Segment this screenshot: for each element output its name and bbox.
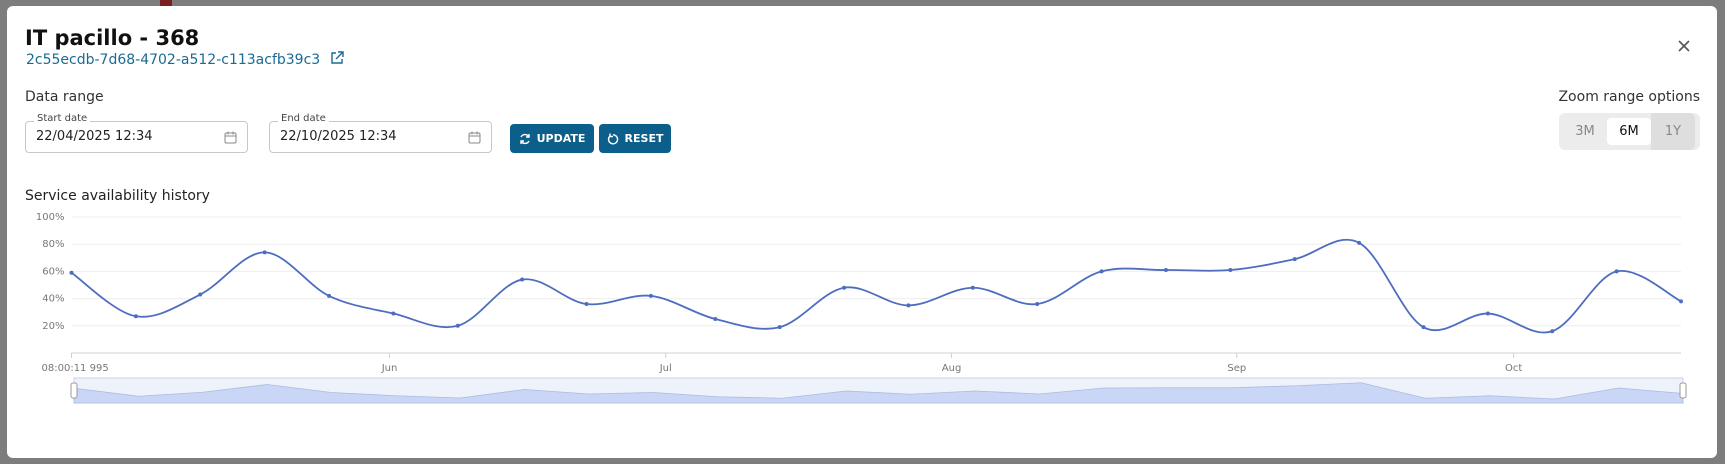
data-point [970, 285, 975, 290]
zoom-mini-area [73, 382, 1684, 404]
data-point [777, 325, 782, 330]
zoom-option[interactable]: 6M [1607, 118, 1651, 145]
series-line [70, 238, 1682, 334]
data-point [1292, 257, 1297, 262]
data-point [842, 285, 847, 290]
reset-icon[interactable] [607, 133, 619, 145]
backdrop-row [160, 0, 172, 6]
data-point [69, 270, 74, 275]
chart: 20% 40% 60% 80% 100% 08:00:11 995 Jun Jul Aug Sep… [36, 212, 1687, 404]
x-tick-label: Aug [942, 363, 962, 374]
chart-title: Service availability history [25, 188, 210, 204]
x-tick-label: Jul [659, 363, 672, 374]
y-tick-label: 80% [42, 239, 64, 250]
data-point [391, 311, 396, 316]
data-point [1485, 311, 1490, 316]
end-date-label: End date [278, 113, 329, 124]
calendar-icon[interactable] [468, 131, 481, 144]
x-tick-label: Jun [381, 363, 398, 374]
data-point [455, 323, 460, 328]
data-point [648, 293, 653, 298]
update-text[interactable]: UPDATE [536, 132, 586, 145]
x-tick-label: Sep [1227, 363, 1246, 374]
y-tick-label: 20% [42, 321, 64, 332]
modal-title: IT pacillo - 368 [25, 26, 200, 50]
zoom-options: 3M 6M 1Y [1559, 113, 1700, 150]
reset-button[interactable]: RESET [599, 124, 671, 153]
update-button[interactable]: UPDATE [510, 124, 594, 153]
zoom-option[interactable]: 3M [1575, 124, 1595, 139]
data-point [1614, 269, 1619, 274]
data-point [584, 302, 589, 307]
zoom-handle[interactable] [70, 382, 78, 399]
data-point [1035, 302, 1040, 307]
zoom-option[interactable]: 1Y [1651, 113, 1695, 150]
close-button[interactable] [1677, 39, 1691, 53]
data-point [327, 293, 332, 298]
end-date-field[interactable]: End date 22/10/2025 12:34 [269, 113, 492, 153]
data-point [713, 317, 718, 321]
start-date-field[interactable]: Start date 22/04/2025 12:34 [25, 113, 248, 153]
external-link-icon[interactable] [330, 51, 344, 65]
start-date-label: Start date [34, 113, 91, 124]
zoom-handle[interactable] [1679, 382, 1687, 399]
update-icon[interactable] [519, 133, 531, 145]
x-tick-label: 08:00:11 995 [42, 363, 109, 374]
end-date-value[interactable]: 22/10/2025 12:34 [280, 129, 397, 144]
data-range-label: Data range [25, 89, 104, 105]
calendar-icon[interactable] [224, 131, 237, 144]
data-point [1099, 269, 1104, 274]
data-point [1421, 325, 1426, 330]
data-point [520, 277, 525, 282]
data-point [1357, 240, 1362, 245]
start-date-value[interactable]: 22/04/2025 12:34 [36, 129, 153, 144]
data-point [198, 292, 203, 297]
resource-id[interactable]: 2c55ecdb-7d68-4702-a512-c113acfb39c3 [26, 51, 344, 68]
data-point [906, 303, 911, 308]
y-tick-label: 100% [36, 212, 65, 223]
data-point [1228, 268, 1233, 273]
data-point [133, 314, 138, 319]
x-tick-label: Oct [1505, 363, 1522, 374]
resource-id-text[interactable]: 2c55ecdb-7d68-4702-a512-c113acfb39c3 [26, 52, 321, 68]
data-point [1550, 329, 1555, 334]
y-tick-label: 60% [42, 266, 64, 277]
zoom-label: Zoom range options [1558, 89, 1700, 105]
data-point [262, 250, 267, 255]
data-point [1163, 268, 1168, 273]
y-tick-label: 40% [42, 294, 64, 305]
reset-text[interactable]: RESET [624, 132, 664, 145]
data-point [1679, 299, 1683, 304]
